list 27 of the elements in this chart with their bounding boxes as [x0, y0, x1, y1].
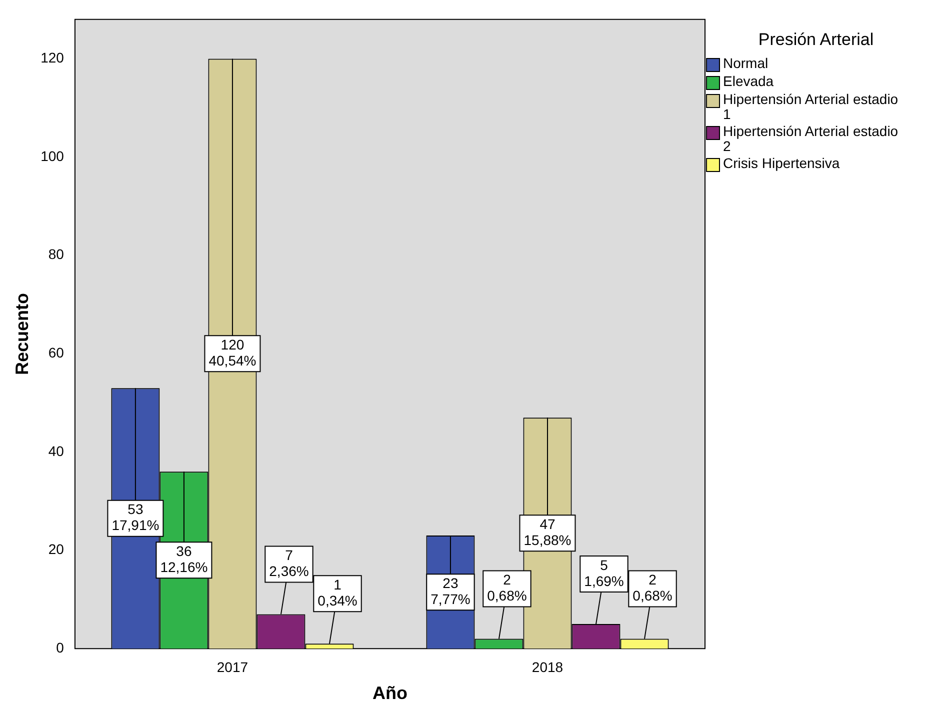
data-label: 53 17,91% [112, 501, 160, 534]
y-tick-label: 100 [40, 148, 64, 164]
x-tick-label: 2018 [532, 658, 564, 675]
data-label: 7 2,36% [269, 547, 309, 580]
legend-label: Normal [723, 55, 770, 71]
y-tick-label: 0 [56, 639, 64, 656]
data-label: 1 0,34% [318, 576, 358, 609]
y-tick-label: 80 [48, 246, 64, 262]
legend-label: Hipertensión Arterial estadio 2 [723, 123, 900, 154]
y-tick-label: 20 [48, 541, 64, 558]
data-label: 120 40,54% [208, 336, 256, 369]
y-tick-label: 60 [48, 344, 64, 361]
y-tick-label: 120 [40, 50, 64, 66]
legend-label: Hipertensión Arterial estadio 1 [723, 91, 900, 122]
legend-label: Elevada [723, 73, 775, 89]
data-label: 23 7,77% [430, 574, 470, 607]
legend-title: Presión Arterial [757, 30, 875, 50]
data-label: 47 15,88% [524, 516, 572, 548]
data-label: 2 0,68% [632, 572, 672, 604]
y-tick-label: 40 [48, 442, 64, 459]
data-label: 36 12,16% [160, 542, 208, 575]
x-tick-label: 2017 [216, 658, 248, 675]
legend-label: Crisis Hipertensiva [723, 155, 841, 171]
data-label: 2 0,68% [487, 572, 527, 604]
data-label: 5 1,69% [584, 556, 624, 589]
y-axis-title: Recuento [12, 292, 32, 376]
x-axis-title: Año [372, 683, 408, 701]
